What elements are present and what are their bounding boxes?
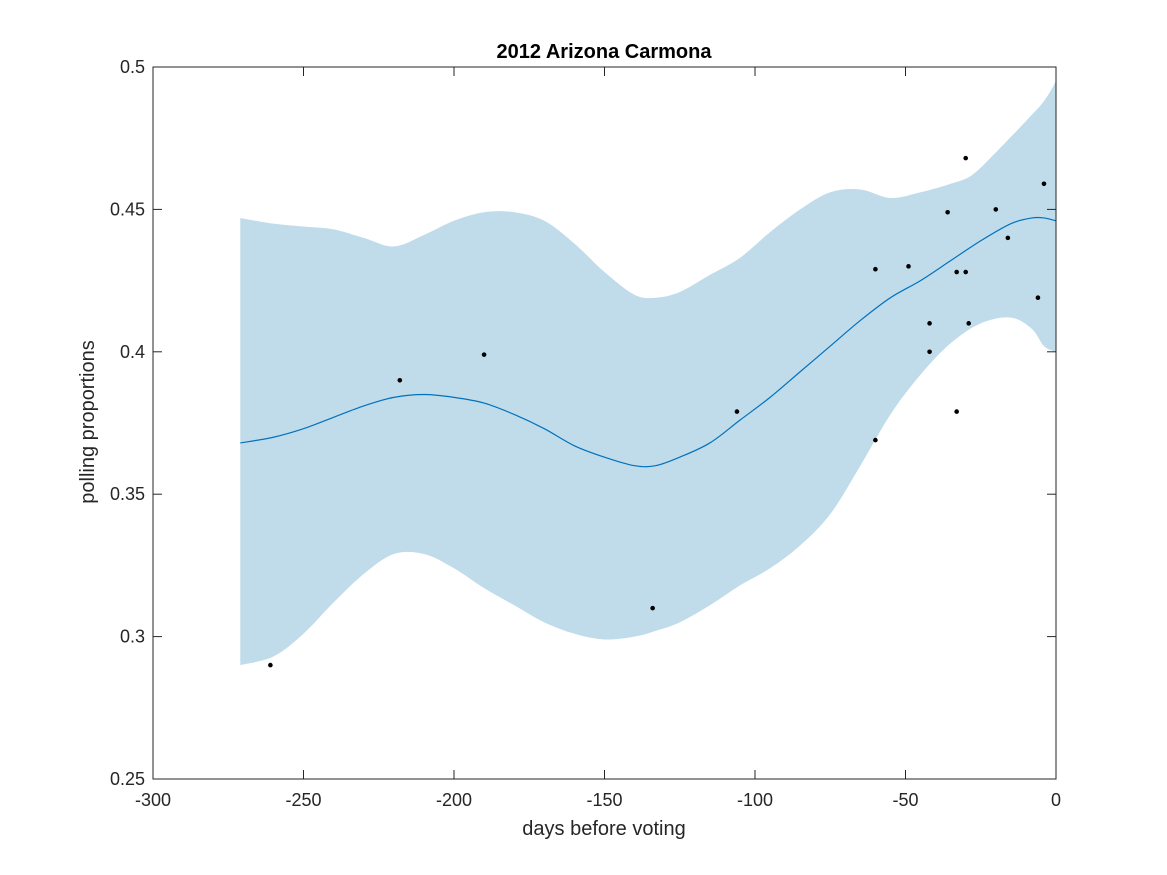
data-point	[397, 377, 403, 383]
data-point	[906, 264, 911, 269]
data-point	[1035, 295, 1041, 300]
confidence-band	[240, 81, 1057, 666]
data-point	[927, 321, 932, 326]
data-point	[1005, 235, 1011, 241]
x-axis-title: days before voting	[522, 818, 685, 840]
y-tick-label: 0.5	[120, 57, 145, 77]
y-tick-label: 0.4	[120, 342, 145, 362]
data-point	[927, 349, 932, 355]
data-point	[963, 155, 968, 161]
x-tick-label: 0	[1051, 790, 1061, 810]
y-tick-label: 0.25	[110, 769, 145, 789]
data-point	[734, 409, 740, 414]
data-point	[1041, 181, 1047, 187]
y-axis-title: polling proportions	[77, 340, 99, 503]
data-point	[481, 352, 487, 357]
x-tick-label: -300	[135, 790, 171, 810]
data-point	[954, 269, 959, 275]
x-tick-label: -100	[737, 790, 773, 810]
x-tick-label: -200	[436, 790, 472, 810]
data-point	[954, 409, 959, 414]
axes-layer: -300 -250 -200 -150 -100 -50 0 0.25 0.3 0.35 0.4 0.…	[110, 57, 1061, 810]
data-point	[873, 437, 878, 443]
y-tick-label: 0.45	[110, 199, 145, 219]
data-point	[963, 269, 968, 275]
data-point	[945, 209, 950, 215]
x-tick-label: -50	[892, 790, 918, 810]
data-point	[650, 605, 655, 611]
data-point	[966, 321, 972, 326]
data-point	[268, 662, 273, 668]
y-tick-label: 0.3	[120, 627, 145, 647]
data-point	[873, 266, 878, 272]
y-tick-label: 0.35	[110, 484, 145, 504]
data-point	[993, 207, 999, 212]
x-tick-label: -250	[285, 790, 321, 810]
chart-title: 2012 Arizona Carmona	[497, 41, 713, 63]
plot-layer	[240, 81, 1057, 668]
fit-line	[240, 216, 1057, 468]
x-tick-label: -150	[586, 790, 622, 810]
